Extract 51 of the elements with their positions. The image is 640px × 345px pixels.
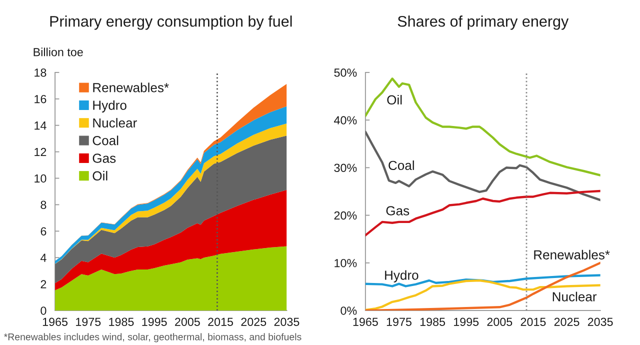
y-tick-label: 0 [40,306,46,315]
y-tick-label: 40% [334,116,357,124]
series-label: Coal [388,160,414,170]
y-tick-label: 8 [40,200,46,210]
x-tick-label: 2025 [554,318,580,326]
chart-title: Shares of primary energy [398,16,569,30]
x-tick-label: 2035 [588,318,613,326]
series-label: Renewables* [534,250,610,260]
y-tick-label: 4 [40,254,46,262]
text: *Renewables includes wind, solar, geothermal, biomass, and biofuels [4,333,302,342]
chart-title: Primary energy consumption by fuel [50,16,292,30]
x-tick-label: 1975 [76,318,101,326]
series-label: Gas [386,206,410,216]
series-label: Hydro [385,270,418,282]
y-tick-label: 6 [40,227,46,236]
legend-label: Hydro [93,100,126,112]
x-tick-label: 1985 [420,318,446,326]
x-tick-label: 2015 [520,318,546,326]
line-series [365,130,600,202]
x-tick-label: 2015 [208,318,234,326]
y-tick-label: 50% [334,68,357,77]
x-tick-label: 1975 [386,318,412,326]
legend-label: Nuclear [93,118,137,128]
x-tick-label: 1995 [142,318,167,326]
y-axis-title: Billion toe [34,48,83,56]
line-series [365,190,600,236]
legend-label: Coal [92,136,118,146]
y-tick-label: 12 [34,148,46,156]
y-tick-label: 14 [34,122,46,130]
x-tick-label: 2025 [241,318,266,326]
series-label: Oil [387,94,402,105]
y-tick-label: 18 [34,68,46,77]
line-series [365,78,600,176]
x-tick-label: 1985 [109,318,134,326]
legend-label: Gas [92,154,116,163]
y-tick-label: 30% [334,164,357,172]
x-tick-label: 1965 [353,318,378,326]
x-tick-label: 2005 [487,318,512,326]
y-tick-label: 0% [340,306,357,315]
legend-label: Oil [92,170,108,181]
series-label: Nuclear [552,292,597,302]
x-tick-label: 1995 [454,318,479,326]
y-tick-label: 10 [34,174,46,183]
y-tick-label: 20% [334,211,357,220]
x-tick-label: 1965 [42,318,68,326]
x-tick-label: 2005 [175,318,200,326]
y-tick-label: 10% [334,258,357,268]
y-tick-label: 16 [34,94,46,104]
x-tick-label: 2035 [274,318,300,326]
legend-label: Renewables* [93,82,169,92]
y-tick-label: 2 [40,280,46,288]
